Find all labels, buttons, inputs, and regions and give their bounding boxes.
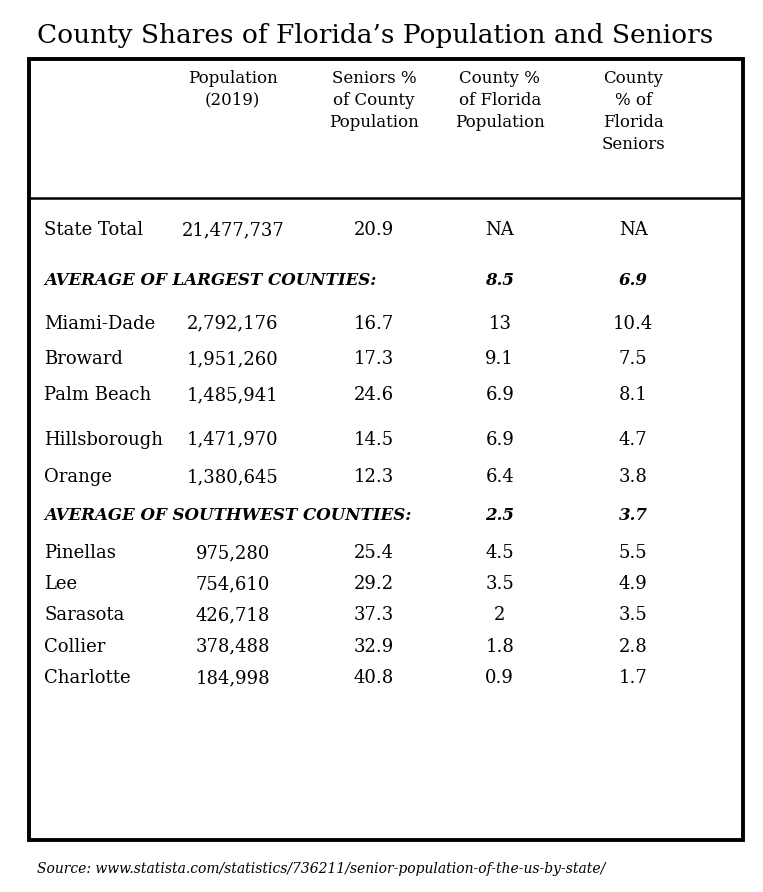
Text: County
% of
Florida
Seniors: County % of Florida Seniors [601,70,665,153]
Text: 1,485,941: 1,485,941 [187,386,278,404]
Text: Lee: Lee [44,575,77,593]
Text: Source: www.statista.com/statistics/736211/senior-population-of-the-us-by-state/: Source: www.statista.com/statistics/7362… [37,862,605,876]
Text: Population
(2019): Population (2019) [188,70,278,109]
Text: Seniors %
of County
Population: Seniors % of County Population [329,70,419,131]
Text: 3.5: 3.5 [485,575,514,593]
Text: 1,380,645: 1,380,645 [187,468,278,486]
Text: 8.5: 8.5 [485,272,514,290]
Text: 3.8: 3.8 [619,468,648,486]
Text: 25.4: 25.4 [354,544,394,562]
Text: 29.2: 29.2 [354,575,394,593]
Text: 12.3: 12.3 [354,468,394,486]
Text: 3.5: 3.5 [619,607,648,624]
Text: Sarasota: Sarasota [44,607,124,624]
Text: 1.7: 1.7 [619,669,648,687]
Text: 4.5: 4.5 [485,544,514,562]
Text: 975,280: 975,280 [195,544,270,562]
Text: 6.9: 6.9 [485,431,514,449]
Text: 2,792,176: 2,792,176 [187,315,278,333]
Text: Broward: Broward [44,351,123,368]
Text: 7.5: 7.5 [619,351,648,368]
Text: 4.7: 4.7 [619,431,648,449]
Text: 3.7: 3.7 [619,507,648,524]
Text: 9.1: 9.1 [485,351,514,368]
Text: 17.3: 17.3 [354,351,394,368]
Text: 4.9: 4.9 [619,575,648,593]
Text: 16.7: 16.7 [354,315,394,333]
Text: NA: NA [619,221,648,239]
Text: 6.9: 6.9 [619,272,648,290]
Text: 37.3: 37.3 [354,607,394,624]
Text: 6.4: 6.4 [485,468,514,486]
Text: 13: 13 [488,315,511,333]
Text: County %
of Florida
Population: County % of Florida Population [455,70,545,131]
Text: 0.9: 0.9 [485,669,514,687]
Text: Miami-Dade: Miami-Dade [44,315,156,333]
Text: 1,951,260: 1,951,260 [187,351,278,368]
Text: 184,998: 184,998 [195,669,270,687]
Text: 14.5: 14.5 [354,431,394,449]
Text: 1.8: 1.8 [485,638,514,656]
Text: 2: 2 [494,607,505,624]
Text: AVERAGE OF LARGEST COUNTIES:: AVERAGE OF LARGEST COUNTIES: [44,272,377,290]
Text: 32.9: 32.9 [354,638,394,656]
Text: 5.5: 5.5 [619,544,648,562]
Text: 21,477,737: 21,477,737 [182,221,284,239]
Text: Orange: Orange [44,468,112,486]
Text: 754,610: 754,610 [195,575,270,593]
Text: 24.6: 24.6 [354,386,394,404]
Text: AVERAGE OF SOUTHWEST COUNTIES:: AVERAGE OF SOUTHWEST COUNTIES: [44,507,411,524]
Text: Pinellas: Pinellas [44,544,116,562]
Text: 2.5: 2.5 [485,507,514,524]
Text: County Shares of Florida’s Population and Seniors: County Shares of Florida’s Population an… [37,23,713,48]
Text: Collier: Collier [44,638,105,656]
Text: State Total: State Total [44,221,143,239]
Text: Charlotte: Charlotte [44,669,131,687]
Text: 1,471,970: 1,471,970 [187,431,278,449]
Text: 8.1: 8.1 [619,386,648,404]
Text: 40.8: 40.8 [354,669,394,687]
Text: Palm Beach: Palm Beach [44,386,152,404]
Text: 10.4: 10.4 [613,315,653,333]
Text: 378,488: 378,488 [195,638,270,656]
Text: Hillsborough: Hillsborough [44,431,163,449]
Text: 426,718: 426,718 [195,607,270,624]
Text: NA: NA [485,221,514,239]
Text: 2.8: 2.8 [619,638,648,656]
Text: 6.9: 6.9 [485,386,514,404]
Text: 20.9: 20.9 [354,221,394,239]
